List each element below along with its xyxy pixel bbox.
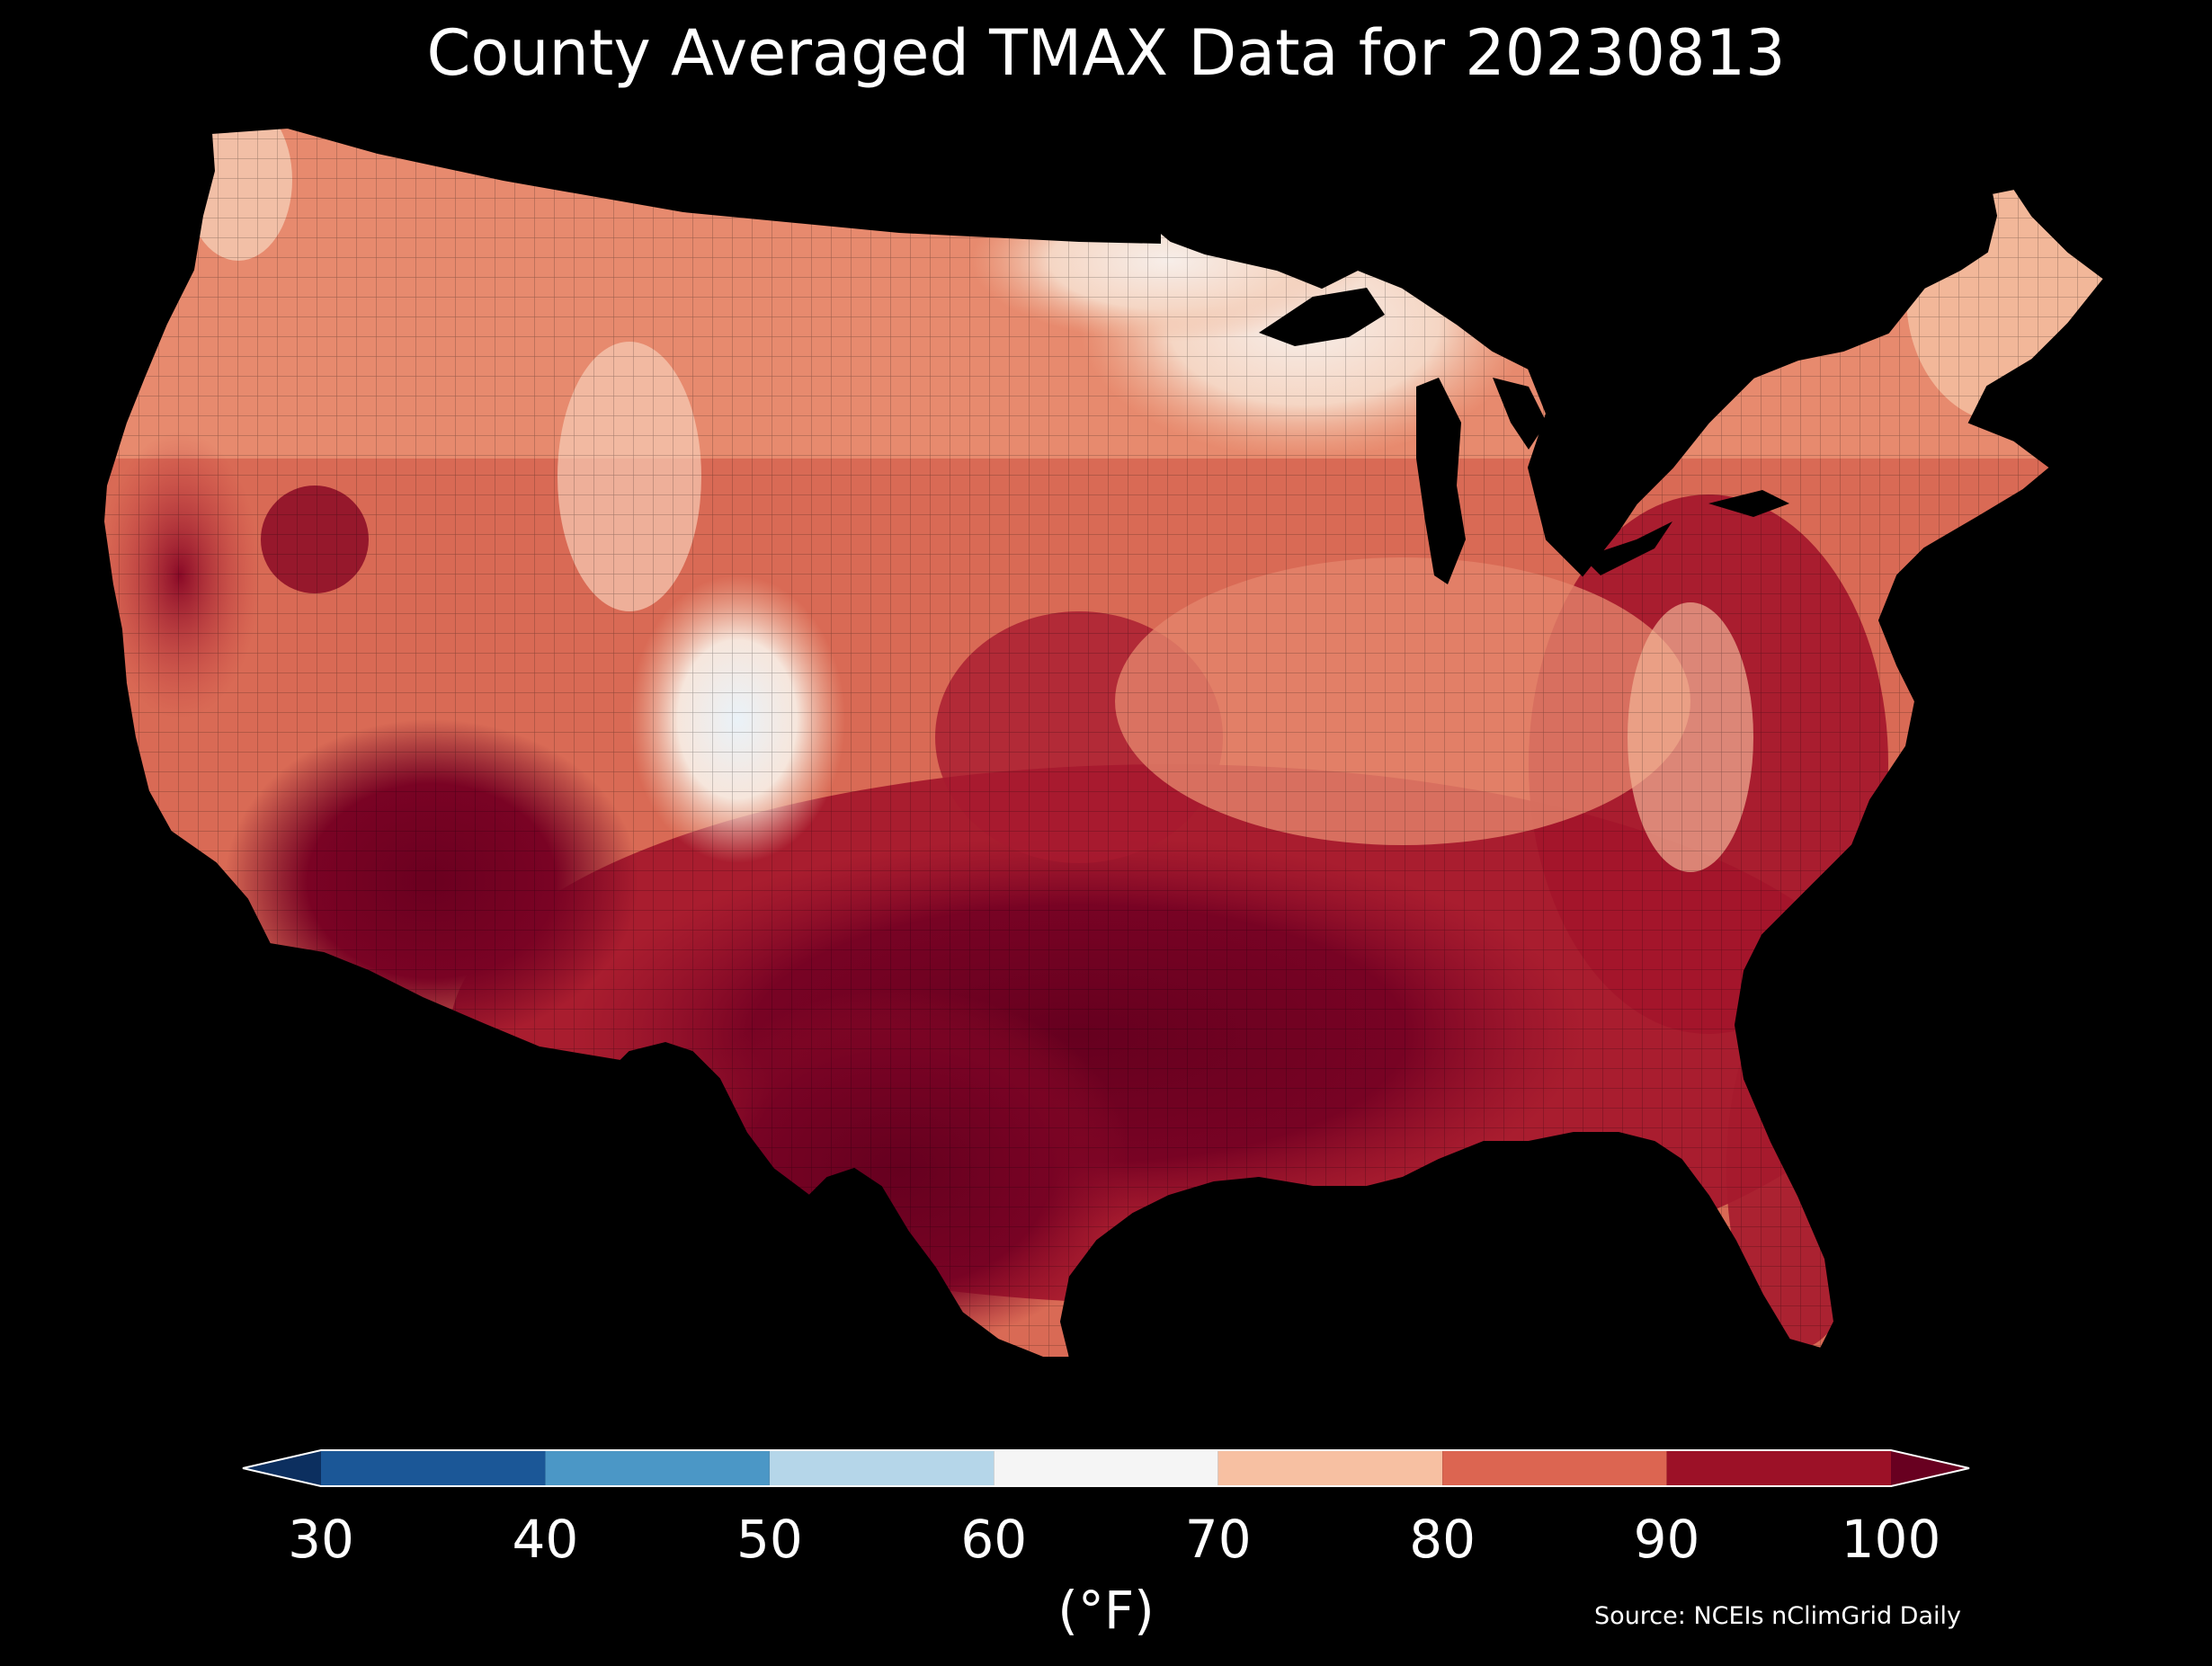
colorbar-tick-label: 40	[512, 1509, 579, 1570]
colorbar-bin	[994, 1450, 1218, 1486]
colorbar-outline	[242, 1449, 1970, 1487]
colorbar-unit-label: (°F)	[1057, 1580, 1155, 1641]
colorbar-bin	[1442, 1450, 1667, 1486]
colorbar-bin	[1666, 1450, 1891, 1486]
colorbar-extend-high	[1891, 1450, 1969, 1486]
colorbar-bin	[545, 1450, 770, 1486]
colorbar-bin	[769, 1450, 995, 1486]
colorbar-tick-label: 50	[736, 1509, 803, 1570]
colorbar-bin	[1217, 1450, 1443, 1486]
colorbar-tick-label: 100	[1841, 1509, 1941, 1570]
colorbar-tick-label: 60	[960, 1509, 1028, 1570]
great-lakes	[1259, 288, 1789, 584]
source-note: Source: NCEIs nClimGrid Daily	[1594, 1602, 1961, 1630]
map-title: County Averaged TMAX Data for 20230813	[426, 16, 1786, 90]
colorbar-bin	[321, 1450, 546, 1486]
colorbar-tick-label: 90	[1633, 1509, 1700, 1570]
colorbar-extend-low	[243, 1450, 321, 1486]
colorbar-tick-label: 80	[1409, 1509, 1476, 1570]
colorbar-tick-label: 70	[1184, 1509, 1252, 1570]
colorbar-tick-label: 30	[288, 1509, 354, 1570]
